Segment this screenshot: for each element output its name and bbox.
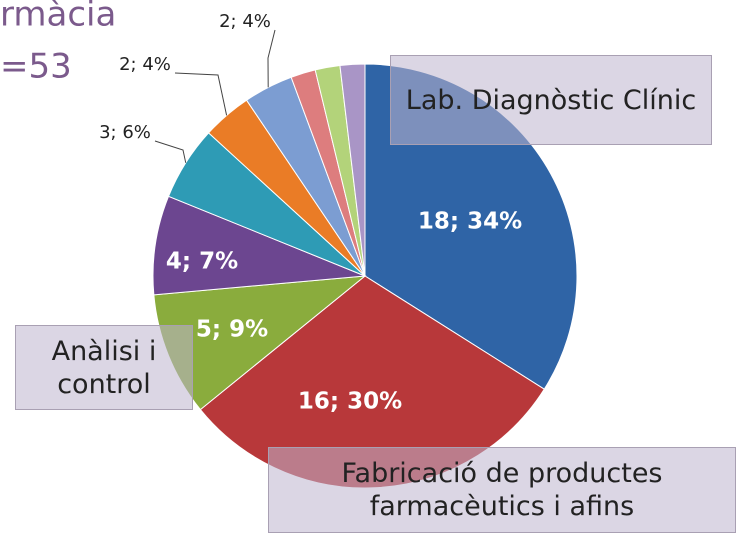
- data-label: 16; 30%: [298, 389, 402, 415]
- chart-subtitle: =53: [0, 47, 72, 87]
- data-label: 2; 4%: [219, 11, 271, 32]
- data-label: 2; 4%: [119, 54, 171, 75]
- leader-line: [174, 72, 228, 116]
- pie-slice: [152, 195, 366, 296]
- leader-line: [267, 29, 276, 88]
- data-label: 5; 9%: [196, 317, 268, 343]
- category-label: Fabricació de productes farmacèutics i a…: [268, 447, 736, 533]
- data-label: 3; 6%: [99, 122, 151, 143]
- data-label: 4; 7%: [166, 249, 238, 275]
- leader-line: [154, 140, 187, 163]
- category-label: Lab. Diagnòstic Clínic: [390, 55, 712, 145]
- data-label: 18; 34%: [418, 209, 522, 235]
- chart-title: rmàcia: [0, 0, 116, 35]
- pie-slice: [339, 63, 366, 277]
- category-label: Anàlisi i control: [15, 325, 193, 410]
